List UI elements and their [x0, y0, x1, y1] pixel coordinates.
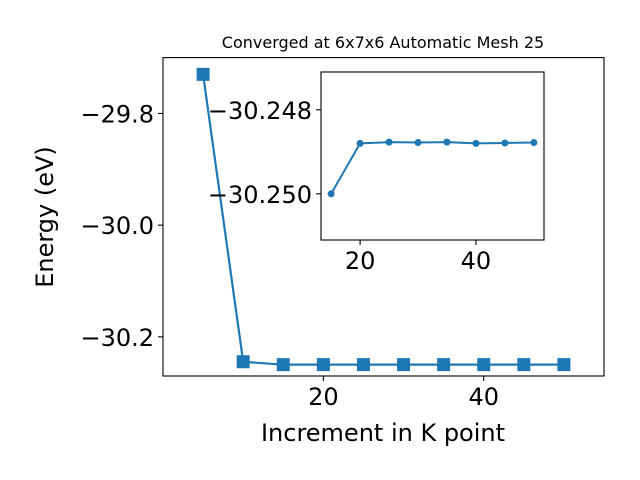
main-data-point [196, 67, 210, 81]
main-y-tick-label: −29.8 [80, 100, 154, 128]
main-plot-frame [162, 57, 605, 377]
main-x-ticks: 20 40 [308, 376, 499, 411]
inset-data-point [327, 190, 335, 198]
inset-marks [327, 138, 538, 198]
inset-data-point [501, 139, 509, 147]
inset-data-point [443, 138, 451, 146]
inset-y-tick-label: −30.250 [208, 181, 312, 209]
inset-data-point [414, 139, 422, 147]
inset-y-ticks: −30.250 −30.248 [208, 97, 321, 209]
main-data-point [557, 358, 571, 372]
main-data-point [356, 358, 370, 372]
main-data-point [316, 358, 330, 372]
main-data-point [437, 358, 451, 372]
main-x-tick-label: 40 [468, 383, 499, 411]
main-marks [196, 67, 571, 372]
main-y-tick-label: −30.2 [80, 324, 154, 352]
main-data-point [236, 355, 250, 369]
inset-x-tick-label: 20 [345, 247, 376, 275]
main-x-tick-label: 20 [308, 383, 339, 411]
chart-title: Converged at 6x7x6 Automatic Mesh 25 [222, 33, 544, 52]
x-axis-label: Increment in K point [261, 419, 505, 447]
main-y-tick-label: −30.0 [80, 212, 154, 240]
main-data-point [276, 358, 290, 372]
main-data-point [477, 358, 491, 372]
inset-x-ticks: 20 40 [345, 240, 491, 275]
inset-axes: 20 40 −30.250−30.248 [208, 71, 545, 275]
inset-data-point [356, 139, 364, 147]
main-axes: Converged at 6x7x6 Automatic Mesh 25 20 4… [31, 33, 605, 447]
inset-plot-frame [320, 71, 545, 241]
main-data-point [517, 358, 531, 372]
inset-background [321, 72, 544, 240]
inset-data-point [385, 138, 393, 146]
inset-y-tick-label: −30.248 [208, 97, 312, 125]
inset-x-tick-label: 40 [461, 247, 492, 275]
inset-data-point [530, 139, 538, 147]
main-y-ticks: −29.8 −30.0 −30.2 [80, 100, 163, 352]
y-axis-label: Energy (eV) [31, 146, 59, 288]
main-series-line [202, 74, 564, 366]
main-data-point [397, 358, 411, 372]
inset-series-line [330, 141, 534, 195]
inset-data-point [472, 139, 480, 147]
